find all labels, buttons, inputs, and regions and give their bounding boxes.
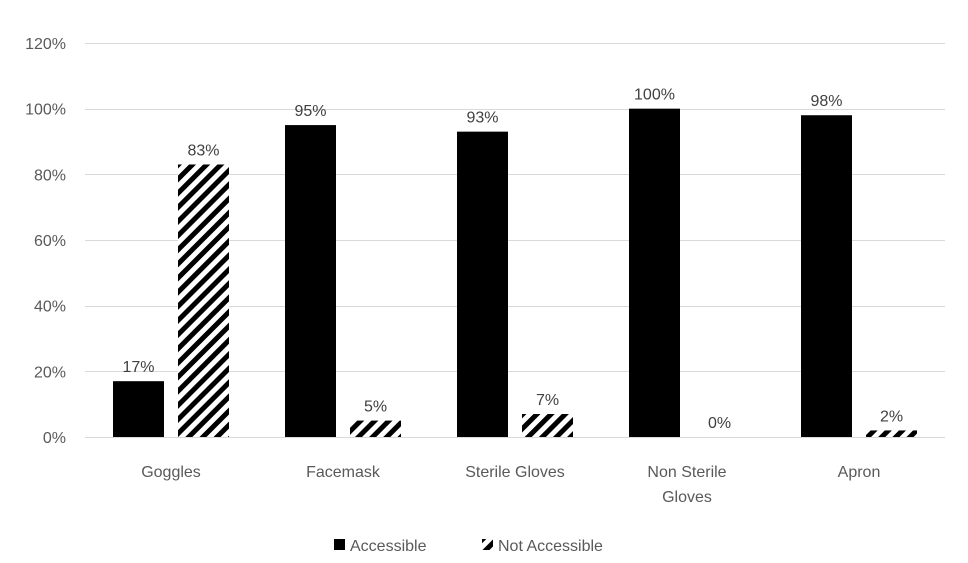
y-tick-label: 100%	[25, 102, 66, 119]
bar-not-accessible	[350, 420, 401, 437]
bar-accessible	[285, 125, 336, 437]
data-label: 93%	[466, 110, 498, 127]
bar-not-accessible	[178, 164, 229, 437]
y-tick-label: 80%	[34, 167, 66, 184]
data-label: 95%	[294, 103, 326, 120]
y-tick-label: 0%	[43, 430, 66, 447]
category-label: Apron	[838, 464, 881, 481]
data-label: 5%	[364, 399, 387, 416]
y-tick-label: 60%	[34, 233, 66, 250]
data-label: 98%	[810, 93, 842, 110]
y-axis-tick-labels: 0% 20% 40% 60% 80% 100% 120%	[25, 36, 66, 447]
data-label: 0%	[708, 415, 731, 432]
y-tick-label: 40%	[34, 299, 66, 316]
bars	[113, 108, 917, 438]
data-label: 100%	[634, 87, 675, 104]
data-labels: 17% 83% 95% 5% 93% 7% 100% 0% 98% 2%	[122, 87, 903, 432]
data-label: 17%	[122, 359, 154, 376]
bar-not-accessible	[522, 414, 573, 437]
legend-swatch-accessible	[334, 539, 345, 550]
legend-label-accessible: Accessible	[350, 538, 427, 555]
bar-accessible	[629, 108, 680, 438]
data-label: 83%	[187, 142, 219, 159]
category-label: Facemask	[306, 464, 381, 481]
data-label: 2%	[880, 408, 903, 425]
category-label: Gloves	[662, 489, 712, 506]
bar-not-accessible	[866, 430, 917, 437]
legend: Accessible Not Accessible	[334, 538, 603, 555]
data-label: 7%	[536, 392, 559, 409]
legend-label-not-accessible: Not Accessible	[498, 538, 603, 555]
category-label: Goggles	[141, 464, 201, 481]
y-tick-label: 20%	[34, 364, 66, 381]
bar-accessible	[457, 131, 508, 437]
category-label: Non Sterile	[647, 464, 726, 481]
legend-swatch-not-accessible	[482, 539, 493, 550]
bar-accessible	[113, 381, 164, 437]
category-labels: Goggles Facemask Sterile Gloves Non Sterile…	[141, 464, 880, 506]
y-tick-label: 120%	[25, 36, 66, 53]
category-label: Sterile Gloves	[465, 464, 565, 481]
bar-accessible	[801, 115, 852, 437]
